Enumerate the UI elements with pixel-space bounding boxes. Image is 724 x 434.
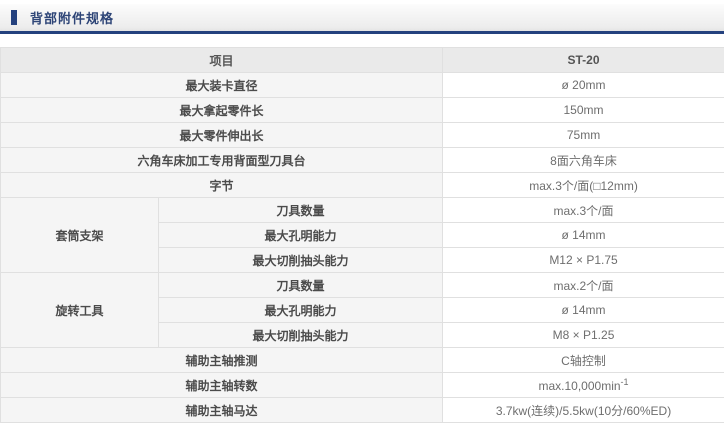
- spec-row: 最大孔明能力 ø 14mm: [1, 297, 724, 323]
- row-value: max.10,000min-1: [442, 372, 724, 398]
- row-value: ø 14mm: [442, 297, 724, 323]
- row-value: ø 20mm: [442, 72, 724, 98]
- row-value: M12 × P1.75: [442, 247, 724, 273]
- row-value: max.3个/面(□12mm): [442, 172, 724, 198]
- spec-row: 六角车床加工专用背面型刀具台 8面六角车床: [0, 147, 724, 173]
- spec-row: 套筒支架 刀具数量 max.3个/面: [0, 197, 724, 273]
- table-header-row: 项目 ST-20: [0, 47, 724, 73]
- spec-row: 最大孔明能力 ø 14mm: [1, 222, 724, 248]
- row-label: 最大切削抽头能力: [157, 322, 444, 348]
- row-value: 8面六角车床: [442, 147, 724, 173]
- row-value: C轴控制: [442, 347, 724, 373]
- spec-row: 辅助主轴马达 3.7kw(连续)/5.5kw(10分/60%ED): [0, 397, 724, 423]
- row-label: 最大装卡直径: [0, 72, 444, 98]
- spec-row: 最大装卡直径 ø 20mm: [0, 72, 724, 98]
- row-value: 3.7kw(连续)/5.5kw(10分/60%ED): [442, 397, 724, 423]
- section-header: 背部附件规格: [0, 4, 724, 34]
- row-label: 最大孔明能力: [157, 297, 444, 323]
- row-label: 最大拿起零件长: [0, 97, 444, 123]
- row-label: 六角车床加工专用背面型刀具台: [0, 147, 444, 173]
- spec-row: 旋转工具 刀具数量 max.2个/面: [0, 272, 724, 348]
- table-header-item: 项目: [0, 47, 444, 73]
- title-accent-bar: [11, 10, 17, 25]
- row-label: 辅助主轴马达: [0, 397, 444, 423]
- table-header-model: ST-20: [442, 47, 724, 73]
- row-label: 最大切削抽头能力: [157, 247, 444, 273]
- row-value: max.2个/面: [442, 272, 724, 298]
- row-label: 辅助主轴推测: [0, 347, 444, 373]
- group-label: 旋转工具: [0, 272, 159, 348]
- spec-row: 辅助主轴推测 C轴控制: [0, 347, 724, 373]
- row-label: 最大孔明能力: [157, 222, 444, 248]
- spec-row: 字节 max.3个/面(□12mm): [0, 172, 724, 198]
- spec-table: 项目 ST-20 最大装卡直径 ø 20mm 最大拿起零件长 150mm 最大零…: [0, 47, 724, 423]
- row-label: 辅助主轴转数: [0, 372, 444, 398]
- row-value: 75mm: [442, 122, 724, 148]
- row-label: 刀具数量: [157, 197, 444, 223]
- row-label: 刀具数量: [157, 272, 444, 298]
- row-value: ø 14mm: [442, 222, 724, 248]
- row-value: 150mm: [442, 97, 724, 123]
- row-label: 字节: [0, 172, 444, 198]
- spec-row: 最大零件伸出长 75mm: [0, 122, 724, 148]
- spec-row: 最大拿起零件长 150mm: [0, 97, 724, 123]
- group-label: 套筒支架: [0, 197, 159, 273]
- page-title: 背部附件规格: [30, 11, 115, 26]
- row-value: max.3个/面: [442, 197, 724, 223]
- row-value-text: max.10,000min: [538, 379, 621, 393]
- row-value: M8 × P1.25: [442, 322, 724, 348]
- row-label: 最大零件伸出长: [0, 122, 444, 148]
- spec-row: 最大切削抽头能力 M8 × P1.25: [1, 322, 724, 348]
- spec-row: 辅助主轴转数 max.10,000min-1: [0, 372, 724, 398]
- row-value-superscript: -1: [620, 377, 629, 387]
